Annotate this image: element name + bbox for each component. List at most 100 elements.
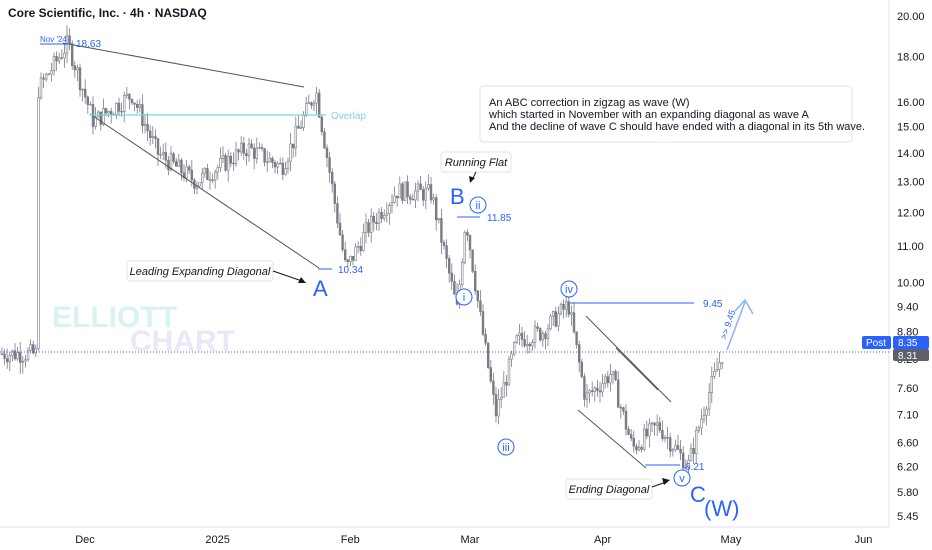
candle [416,180,420,202]
note-line-3: And the decline of wave C should have en… [489,121,865,133]
wave-i-label: i [463,292,465,304]
candle [258,142,261,150]
candle [203,167,206,178]
y-tick-label: 6.20 [897,461,918,473]
candle [107,110,110,118]
candle [247,137,251,162]
candle [538,327,542,342]
y-tick-label: 9.40 [897,301,918,313]
candle [666,427,669,450]
candle [84,79,87,104]
candle [518,323,521,346]
candle [78,63,82,97]
candle [110,107,113,124]
candle [3,348,6,365]
candle [245,148,248,166]
candle [502,371,505,398]
candle [375,213,378,231]
candle [16,347,19,361]
candle [81,88,84,102]
candle [198,182,201,187]
candle [117,97,121,117]
candle [598,381,602,403]
candle [679,439,682,461]
price-axis[interactable]: 20.00 18.00 16.00 15.00 14.00 13.00 12.00 11.00… [897,11,925,523]
candle [541,330,545,347]
candle [510,350,513,367]
candle [136,99,139,114]
v-low-price-label: 6.21 [685,462,705,473]
candle [658,416,662,433]
ending-diagonal-callout: Ending Diagonal [565,478,670,500]
overlap-label: Overlap [331,111,366,122]
candle [73,61,77,78]
candle [494,386,498,423]
candle [419,175,422,190]
x-tick-label: Dec [75,534,95,546]
candle [310,101,313,110]
candle [367,219,370,237]
candle [460,258,464,288]
last-price-value: 8.31 [898,351,918,362]
target-arrow [726,298,754,351]
wave-i-marker: i [455,288,473,306]
candle [463,230,466,265]
candle [76,64,79,82]
candle [689,443,693,462]
candle [663,435,667,443]
candle [44,72,48,82]
candle [18,341,22,374]
candle [195,181,199,195]
candle [232,152,235,171]
candle [632,430,636,453]
time-axis[interactable]: Dec 2025 Feb Mar Apr May Jun [75,534,872,546]
candle [588,389,591,403]
candle [133,102,136,112]
candle [154,129,157,149]
candle [341,229,344,253]
candle [453,274,456,295]
candle [544,331,547,350]
candle [351,255,355,266]
candle [125,86,129,99]
candle [221,146,225,164]
candle [42,73,45,89]
candle [692,437,695,464]
candle [590,381,594,397]
candle [627,426,630,436]
candle [382,209,386,222]
candle [629,428,633,442]
candle [710,366,714,404]
candle [26,347,30,362]
diagonal-upper-line [62,42,305,88]
y-tick-label: 5.45 [897,511,918,523]
candle [177,154,180,167]
candle [167,155,170,176]
ending-diagonal-inner [615,347,659,391]
wave-v-label: v [679,473,685,485]
candle [707,383,711,416]
y-tick-label: 10.00 [897,278,925,290]
candle [123,91,126,123]
candle [650,421,654,433]
candle [715,358,719,372]
candle [499,387,503,408]
iv-high-price-label: 9.45 [703,299,723,310]
candle [624,404,628,436]
candle [68,28,71,51]
candle [141,94,144,134]
candle [385,202,388,223]
candle [611,371,615,385]
candle [89,101,92,106]
candle [255,137,258,164]
candle [414,182,417,209]
candle [390,194,394,213]
candle [180,157,183,181]
candle [603,373,607,389]
ending-diagonal-text: Ending Diagonal [569,484,650,496]
candle [429,176,433,204]
candle [317,88,321,119]
wave-c-label: C [690,482,706,507]
